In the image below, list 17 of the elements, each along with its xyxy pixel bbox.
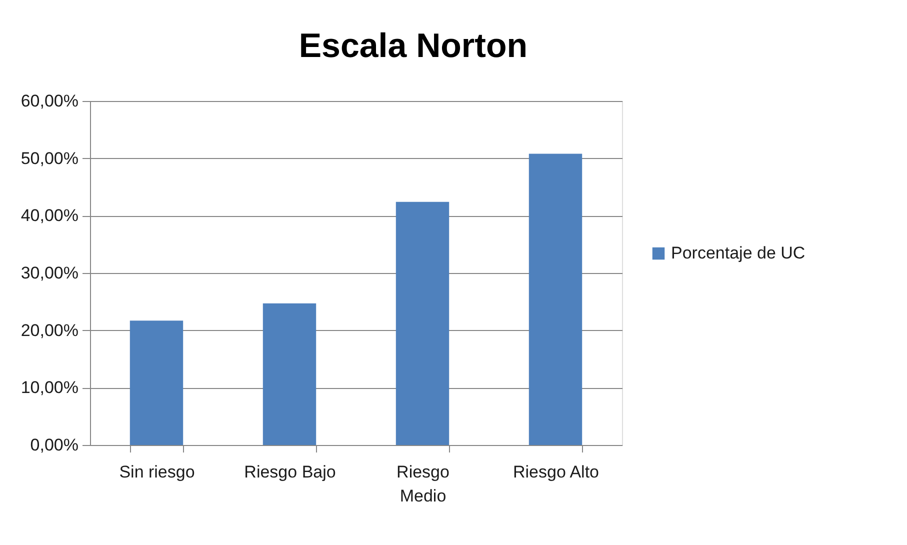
legend-label: Porcentaje de UC (671, 244, 806, 262)
y-tick-label: 10,00% (20, 378, 78, 398)
y-tick-label: 40,00% (20, 206, 78, 226)
bar (262, 303, 316, 445)
bar (396, 202, 450, 445)
bar (528, 154, 582, 445)
y-tick-label: 50,00% (20, 148, 78, 168)
y-tick-label: 0,00% (30, 436, 78, 454)
x-tick-label: Riesgo Alto (513, 462, 599, 482)
y-tick-label: 30,00% (20, 264, 78, 282)
x-tick-label: Riesgo Bajo (244, 462, 336, 482)
y-tick-label: 60,00% (20, 92, 78, 110)
x-tick-label: Riesgo Medio (396, 462, 450, 506)
bar (130, 320, 184, 445)
y-tick-label: 20,00% (20, 320, 78, 340)
chart-title: Escala Norton (298, 27, 528, 65)
x-tick-label: Sin riesgo (119, 462, 195, 482)
